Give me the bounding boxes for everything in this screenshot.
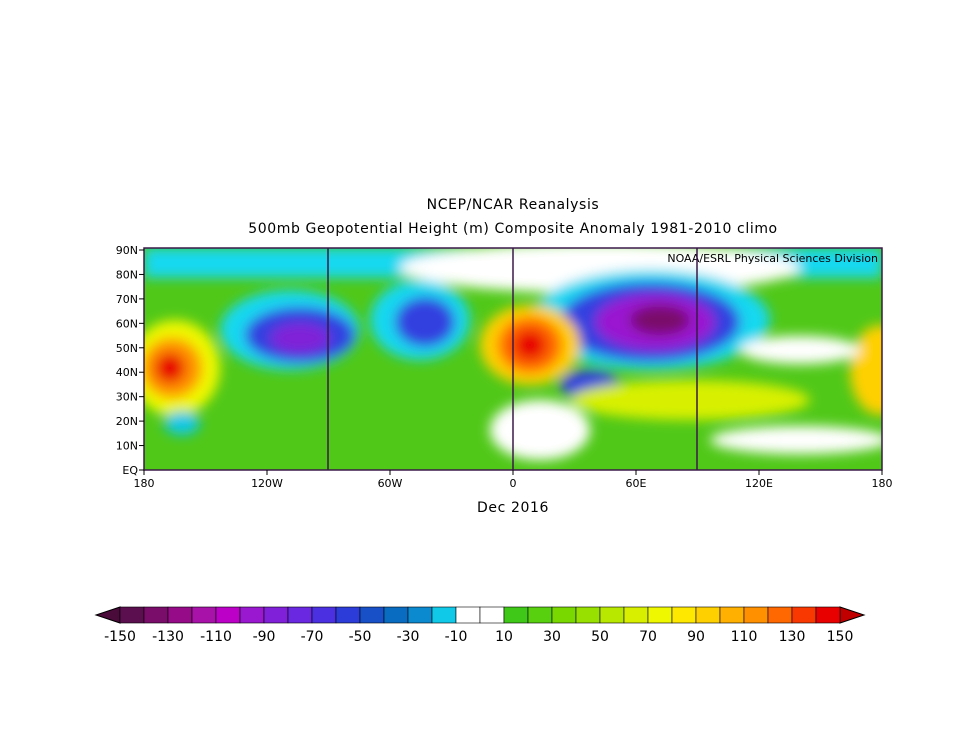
- colorbar-label: 110: [731, 629, 758, 645]
- colorbar-label: 130: [779, 629, 806, 645]
- colorbar-swatch: [431, 606, 457, 624]
- colorbar-label: 10: [495, 629, 513, 645]
- colorbar-swatch: [359, 606, 385, 624]
- axis-ticks: 180 120W 60W 0 60E 120E 180 90N 80N 70N 60N 50N 40N 3…: [116, 244, 893, 490]
- colorbar-swatch: [671, 606, 697, 624]
- colorbar-label: 150: [827, 629, 854, 645]
- colorbar-swatch: [311, 606, 337, 624]
- colorbar-label: 70: [639, 629, 657, 645]
- colorbar-swatch: [527, 606, 553, 624]
- credit: NOAA/ESRL Physical Sciences Division: [667, 252, 878, 265]
- colorbar-swatch: [695, 606, 721, 624]
- colorbar-swatch: [743, 606, 769, 624]
- colorbar-label: 50: [591, 629, 609, 645]
- x-tick-label: 120W: [251, 477, 283, 490]
- colorbar-label: -130: [152, 629, 184, 645]
- subtitle: 500mb Geopotential Height (m) Composite …: [248, 221, 777, 237]
- colorbar-label: 90: [687, 629, 705, 645]
- colorbar-high-arrow: [839, 606, 866, 624]
- colorbar-swatch: [623, 606, 649, 624]
- y-tick-label: 20N: [116, 415, 138, 428]
- title: NCEP/NCAR Reanalysis: [427, 197, 600, 213]
- colorbar-swatch: [503, 606, 529, 624]
- colorbar-label: -150: [104, 629, 136, 645]
- colorbar-swatch: [455, 606, 481, 624]
- x-tick-label: 120E: [745, 477, 773, 490]
- x-tick-label: 180: [134, 477, 155, 490]
- colorbar-label: -30: [397, 629, 420, 645]
- colorbar-swatch: [383, 606, 409, 624]
- colorbar-swatch: [119, 606, 145, 624]
- y-tick-label: 40N: [116, 366, 138, 379]
- y-tick-label: 10N: [116, 440, 138, 453]
- x-tick-label: 180: [872, 477, 893, 490]
- anomaly-field: NOAA/ESRL Physical Sciences Division: [144, 248, 882, 470]
- colorbar-swatch: [791, 606, 817, 624]
- colorbar-swatch: [239, 606, 265, 624]
- y-tick-label: 80N: [116, 268, 138, 281]
- colorbar-swatch: [191, 606, 217, 624]
- colorbar-low-arrow: [94, 606, 121, 624]
- colorbar-label: -90: [253, 629, 276, 645]
- colorbar-label: -70: [301, 629, 324, 645]
- colorbar-swatch: [551, 606, 577, 624]
- y-tick-label: 70N: [116, 293, 138, 306]
- colorbar-swatch: [479, 606, 505, 624]
- y-tick-label: 50N: [116, 342, 138, 355]
- colorbar-swatch: [215, 606, 241, 624]
- colorbar-swatch: [719, 606, 745, 624]
- colorbar-label: 30: [543, 629, 561, 645]
- colorbar-swatch: [599, 606, 625, 624]
- y-tick-label: EQ: [122, 464, 138, 477]
- x-tick-label: 0: [510, 477, 517, 490]
- colorbar-swatch: [143, 606, 169, 624]
- colorbar-label: -110: [200, 629, 232, 645]
- y-tick-label: 30N: [116, 391, 138, 404]
- y-tick-label: 90N: [116, 244, 138, 257]
- y-tick-label: 60N: [116, 317, 138, 330]
- colorbar-swatch: [263, 606, 289, 624]
- date: Dec 2016: [477, 500, 549, 516]
- colorbar-label: -50: [349, 629, 372, 645]
- colorbar-swatch: [287, 606, 313, 624]
- colorbar-swatch: [575, 606, 601, 624]
- colorbar: -150 -130 -110 -90 -70 -50 -30 -10 10 30 50 70 90 110…: [94, 606, 866, 645]
- colorbar-swatch: [407, 606, 433, 624]
- x-tick-label: 60W: [378, 477, 403, 490]
- colorbar-swatch: [767, 606, 793, 624]
- colorbar-swatch: [167, 606, 193, 624]
- colorbar-swatch: [815, 606, 841, 624]
- colorbar-label: -10: [445, 629, 468, 645]
- colorbar-swatch: [335, 606, 361, 624]
- x-tick-label: 60E: [626, 477, 647, 490]
- colorbar-swatch: [647, 606, 673, 624]
